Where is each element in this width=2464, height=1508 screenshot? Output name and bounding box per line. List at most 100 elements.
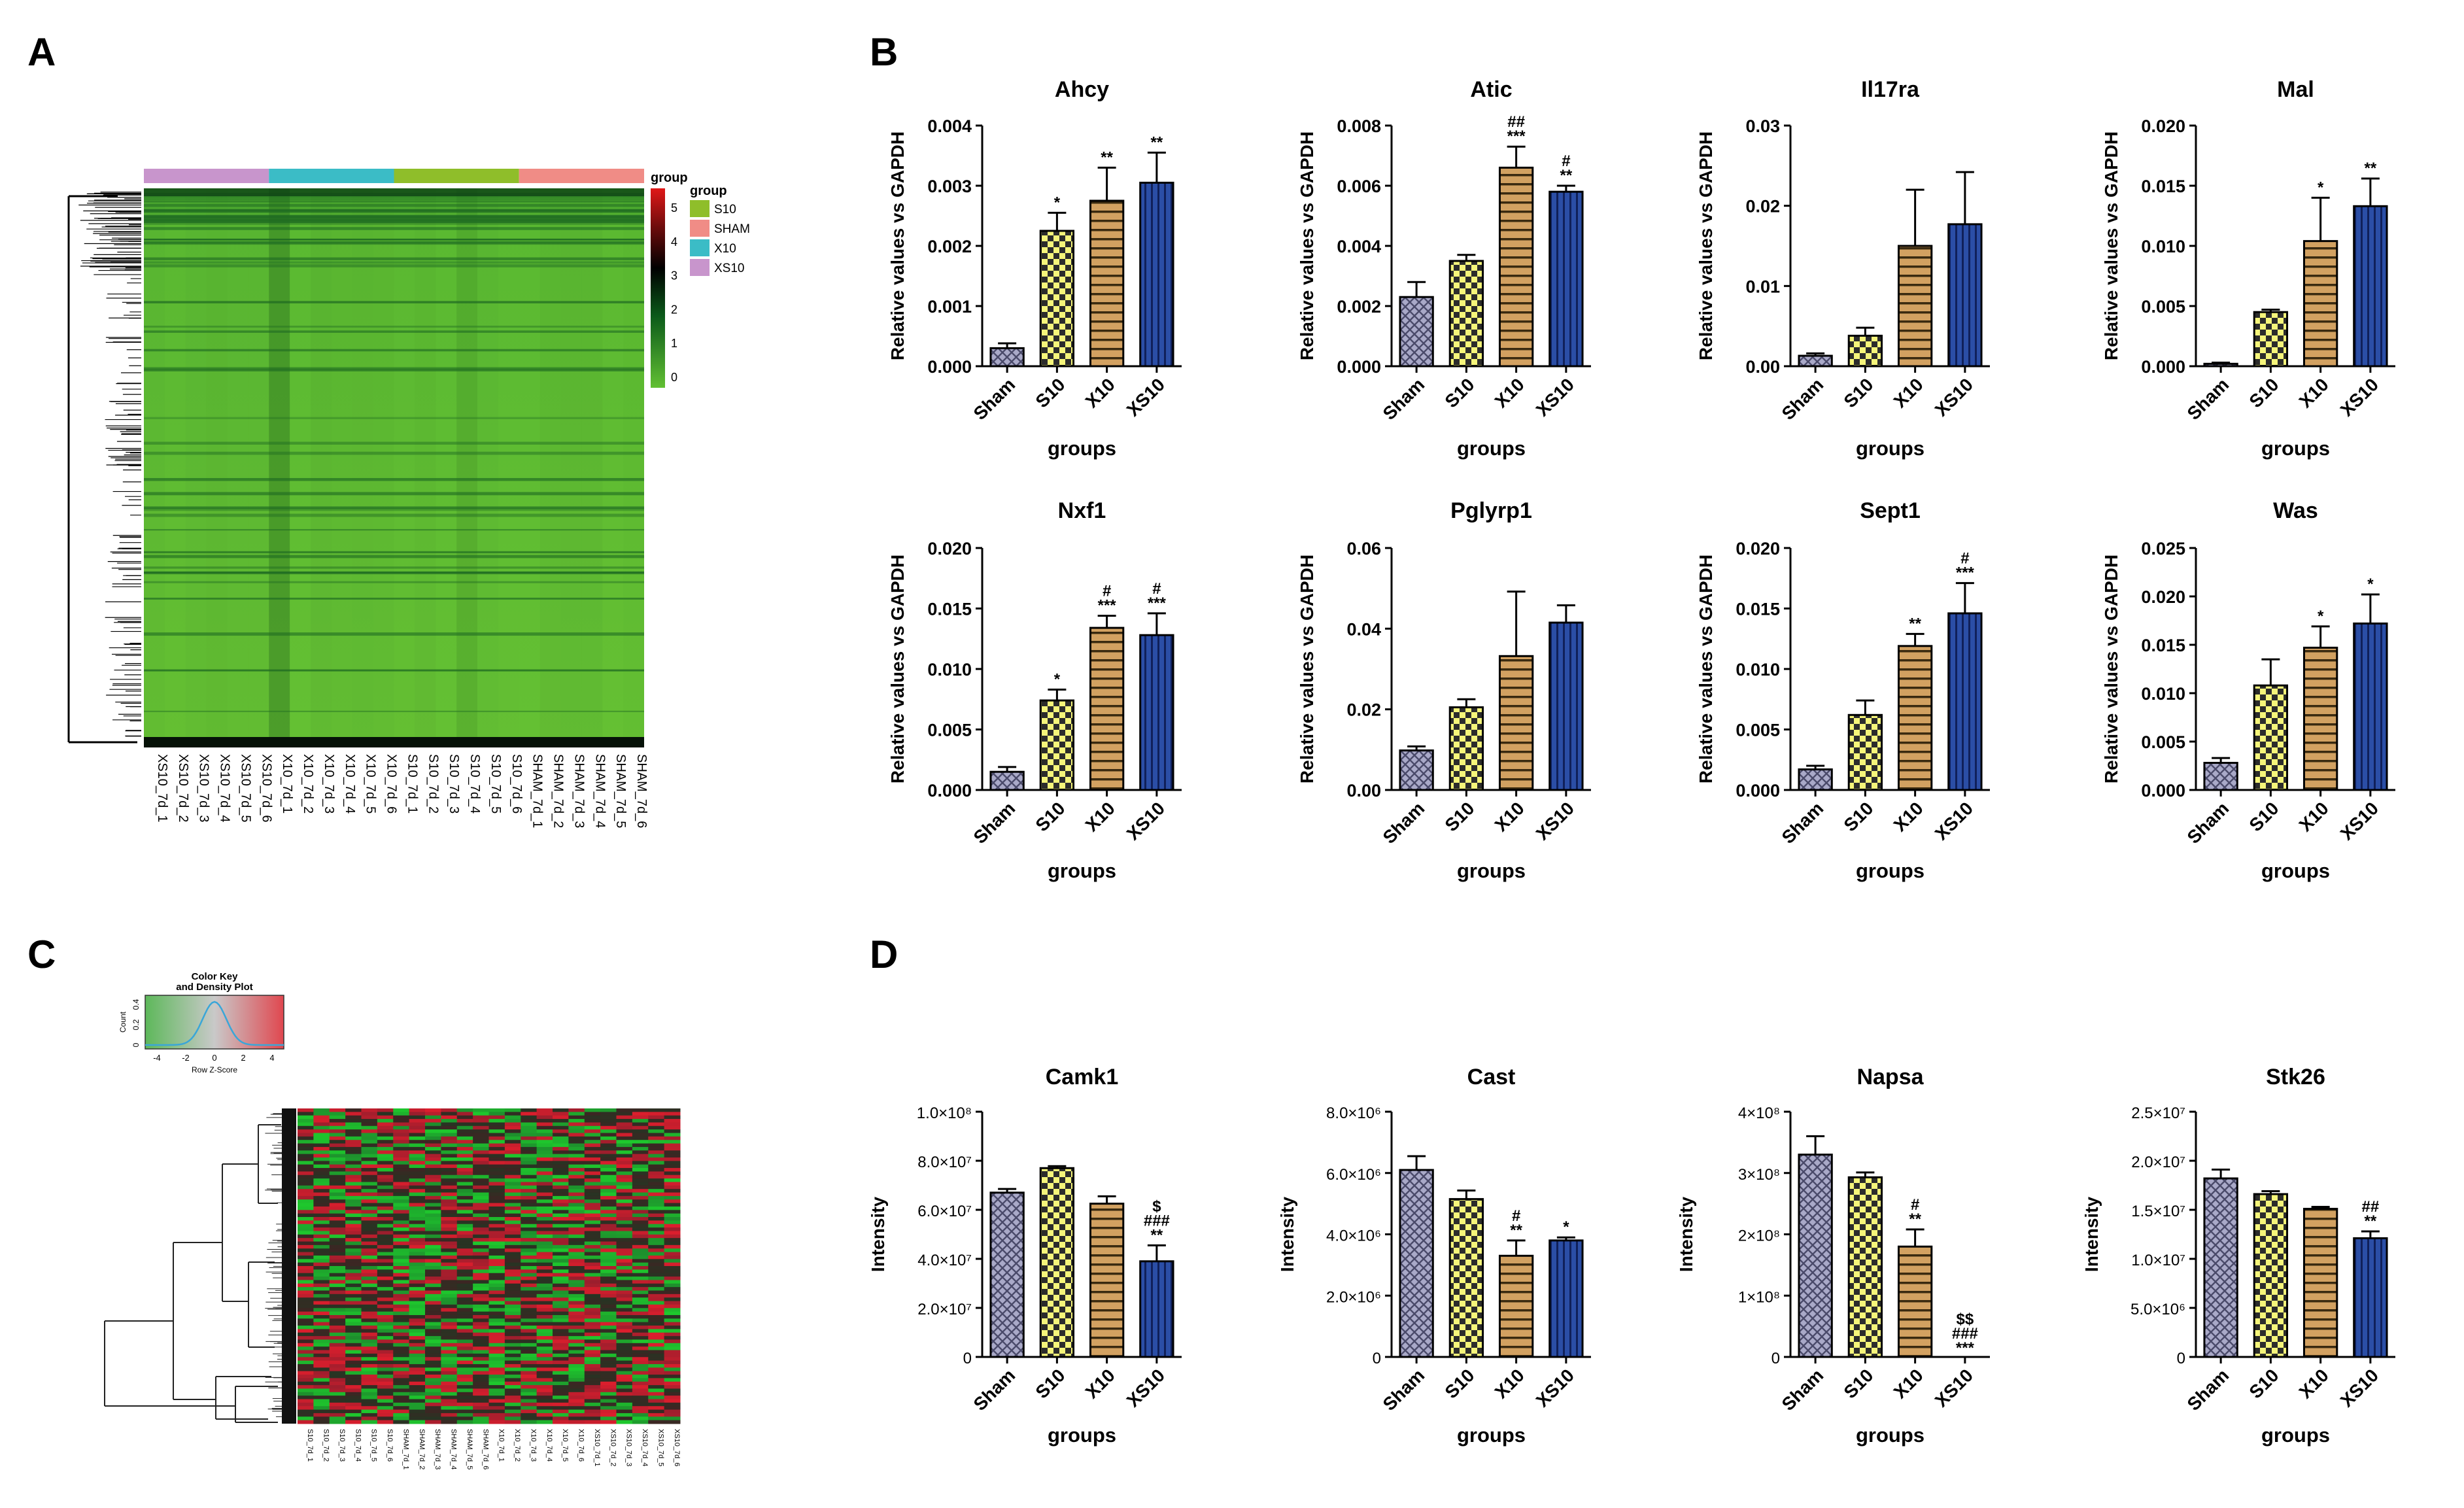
heatmap-c-cell [377,1339,394,1344]
x-tick-label: Sham [1778,374,1828,424]
heatmap-c-cell [504,1294,521,1298]
y-tick-label: 4.0×10⁷ [917,1252,972,1269]
heatmap-c-cell [632,1115,649,1120]
heatmap-c-cell [456,1115,473,1120]
sample-label-c: S10_7d_4 [354,1429,362,1462]
heatmap-c-cell [616,1262,633,1267]
heatmap-c-cell [616,1350,633,1354]
heatmap-c-cell [313,1392,330,1396]
heatmap-c-cell [313,1248,330,1253]
significance-mark: * [1563,1218,1569,1236]
x-tick-label: Sham [1778,798,1828,848]
significance-mark: * [2318,179,2324,196]
heatmap-c-cell [648,1353,665,1358]
heatmap-c-cell [648,1192,665,1197]
heatmap-c-cell [568,1413,585,1417]
heatmap-c-cell [425,1146,441,1151]
heatmap-c-cell [664,1378,681,1382]
heatmap-c-cell [536,1133,553,1137]
chart-title: Pglyrp1 [1450,498,1532,523]
heatmap-c-cell [361,1182,378,1186]
heatmap-c-cell [584,1371,601,1375]
heatmap-c-cell [521,1241,538,1246]
heatmap-c-cell [648,1146,665,1151]
heatmap-c-cell [664,1367,681,1372]
heatmap-c-cell [329,1290,346,1295]
heatmap-c-cell [361,1146,378,1151]
heatmap-c-cell [488,1339,505,1344]
heatmap-c-cell [425,1189,441,1193]
heatmap-c-cell [345,1304,362,1309]
heatmap-c-cell [329,1326,346,1329]
heatmap-c-cell [425,1388,441,1393]
heatmap-c-cell [600,1161,617,1165]
heatmap-c-cell [313,1266,330,1270]
sample-label-c: S10_7d_5 [370,1429,378,1462]
bar-xs10 [1947,223,1983,368]
heatmap-c-cell [488,1199,505,1204]
heatmap-c-cell [456,1409,473,1414]
y-tick-label: 0.020 [927,539,972,558]
heatmap-c-cell [584,1164,601,1169]
bar-x10 [1089,1203,1125,1358]
sample-label-c: XS10_7d_1 [593,1429,601,1467]
heatmap-c-cell [568,1290,585,1295]
heatmap-c-cell [456,1283,473,1288]
heatmap-c-cell [345,1136,362,1140]
heatmap-c-cell [298,1143,314,1148]
x-axis-label: groups [2261,859,2330,882]
heatmap-c-cell [648,1140,665,1144]
heatmap-c-cell [393,1231,410,1235]
heatmap-c-cell [616,1231,633,1235]
heatmap-c-cell [345,1206,362,1210]
heatmap-c-cell [648,1416,665,1421]
heatmap-c-cell [584,1182,601,1186]
heatmap-c-cell [553,1171,569,1176]
heatmap-c-cell [393,1290,410,1295]
heatmap-c-cell [521,1174,538,1179]
heatmap-c-cell [313,1213,330,1218]
heatmap-c-cell [600,1244,617,1249]
x-tick-label: Sham [970,798,1019,848]
panel-label-c: C [27,933,56,976]
heatmap-c-cell [456,1314,473,1319]
heatmap-c-cell [504,1314,521,1319]
heatmap-c-cell [488,1392,505,1396]
heatmap-c-cell [488,1146,505,1151]
heatmap-c-cell [632,1157,649,1161]
heatmap-c-cell [536,1241,553,1246]
heatmap-c-cell [473,1350,489,1354]
heatmap-c-cell [553,1195,569,1200]
heatmap-c-cell [504,1161,521,1165]
heatmap-c-cell [313,1238,330,1242]
heatmap-c-cell [329,1297,346,1302]
heatmap-c-cell [521,1360,538,1365]
heatmap-c-cell [377,1108,394,1112]
heatmap-c-cell [377,1375,394,1379]
chart-title: Cast [1467,1065,1516,1089]
heatmap-c-cell [377,1136,394,1140]
heatmap-c-cell [504,1150,521,1155]
heatmap-c-cell [584,1326,601,1329]
x-tick-label: S10 [2245,374,2282,411]
sample-label-c: SHAM_7d_2 [418,1429,426,1469]
heatmap-c-cell [504,1217,521,1221]
heatmap-c-cell [616,1360,633,1365]
heatmap-c-cell [441,1227,458,1231]
heatmap-c-cell [488,1241,505,1246]
heatmap-c-cell [504,1262,521,1267]
heatmap-c-cell [313,1122,330,1127]
heatmap-c-cell [616,1363,633,1368]
heatmap-c-cell [536,1252,553,1256]
heatmap-c-cell [584,1185,601,1190]
heatmap-c-cell [632,1339,649,1344]
heatmap-a-row [144,349,644,352]
heatmap-c-cell [488,1308,505,1312]
heatmap-c-cell [664,1273,681,1277]
chart-title: Napsa [1857,1065,1924,1089]
heatmap-c-cell [648,1259,665,1263]
heatmap-c-cell [409,1259,426,1263]
heatmap-c-cell [521,1217,538,1221]
significance-mark: # [1512,1207,1520,1225]
